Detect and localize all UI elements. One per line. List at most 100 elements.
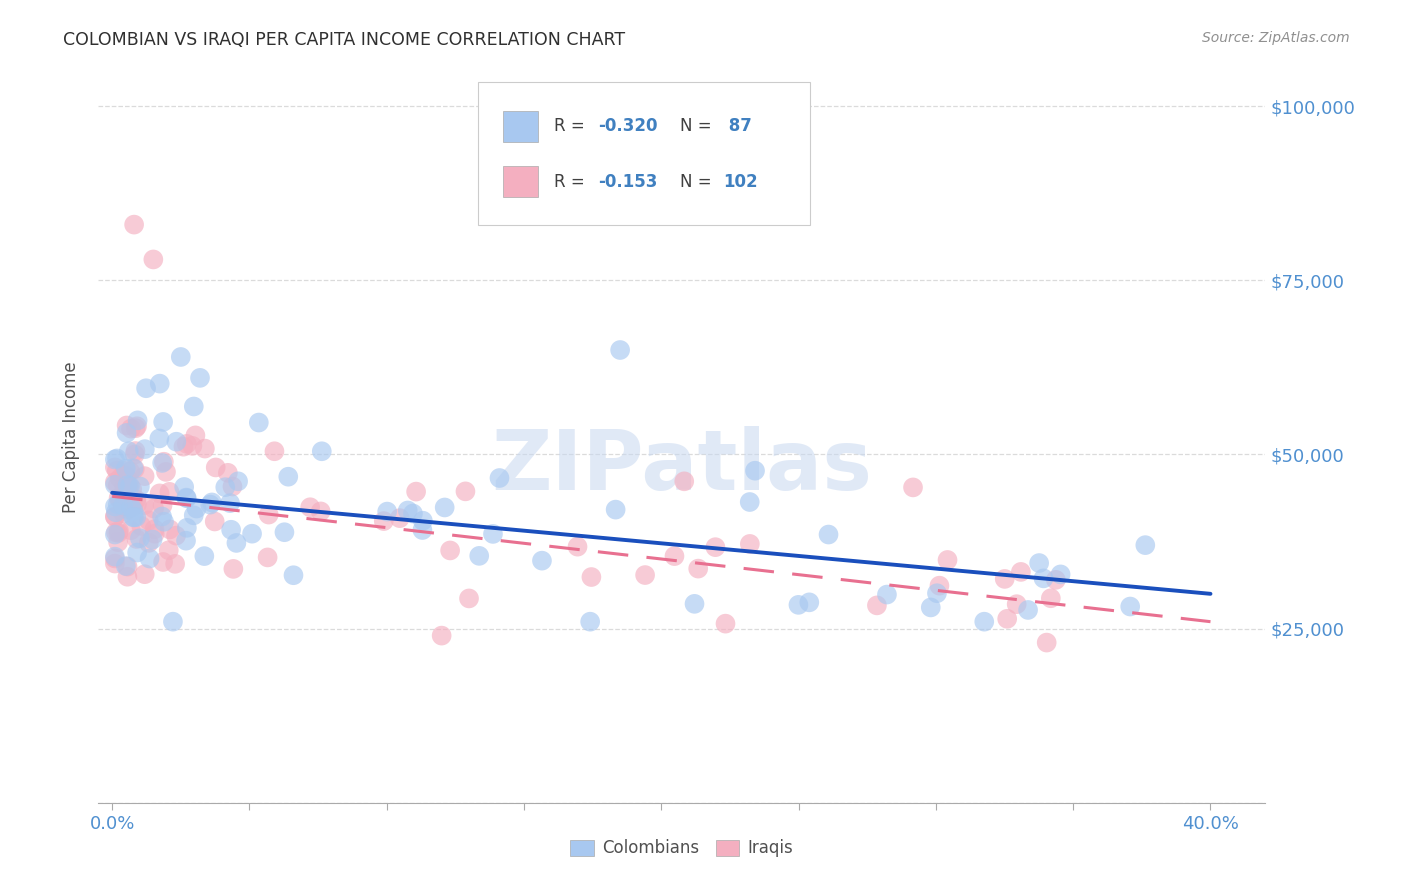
Point: [117, 478, 139, 492]
Point: [283, 568, 305, 582]
Point: [114, 499, 136, 513]
Point: [183, 508, 205, 523]
Point: [112, 500, 135, 515]
Point: [117, 480, 139, 494]
Point: [186, 501, 208, 516]
Point: [115, 469, 138, 483]
Point: [714, 616, 737, 631]
Point: [634, 568, 657, 582]
Point: [120, 500, 142, 515]
Point: [170, 350, 193, 364]
Point: [108, 493, 131, 508]
Point: [183, 400, 205, 414]
Point: [159, 523, 181, 537]
Point: [174, 491, 197, 505]
Point: [1005, 597, 1028, 611]
Point: [995, 612, 1018, 626]
Point: [605, 502, 627, 516]
Point: [121, 483, 143, 497]
Point: [143, 522, 166, 536]
Point: [411, 523, 433, 537]
Point: [117, 490, 139, 504]
Text: N =: N =: [679, 117, 717, 136]
Point: [120, 465, 142, 479]
Point: [1035, 635, 1057, 649]
Point: [107, 525, 129, 540]
Point: [240, 526, 263, 541]
Point: [738, 537, 761, 551]
Point: [530, 554, 553, 568]
Point: [257, 508, 280, 522]
Point: [468, 549, 491, 563]
Point: [125, 510, 148, 524]
Point: [222, 562, 245, 576]
Point: [488, 471, 510, 485]
Point: [107, 478, 129, 492]
Point: [204, 460, 226, 475]
Text: ZIPatlas: ZIPatlas: [492, 425, 872, 507]
Point: [142, 252, 165, 267]
Point: [104, 475, 127, 489]
Point: [129, 519, 152, 533]
Point: [108, 471, 131, 485]
Point: [104, 500, 127, 514]
Point: [127, 413, 149, 427]
Point: [104, 505, 127, 519]
Point: [149, 376, 172, 391]
Point: [1017, 603, 1039, 617]
Point: [247, 416, 270, 430]
Point: [194, 442, 217, 456]
Point: [104, 527, 127, 541]
Point: [122, 510, 145, 524]
Point: [142, 533, 165, 547]
Point: [866, 599, 889, 613]
Point: [439, 543, 461, 558]
Point: [1049, 567, 1071, 582]
Point: [115, 425, 138, 440]
Point: [104, 525, 127, 540]
Point: [373, 514, 395, 528]
Point: [138, 536, 160, 550]
Point: [936, 553, 959, 567]
Point: [1010, 565, 1032, 579]
Point: [1045, 573, 1067, 587]
Point: [581, 570, 603, 584]
FancyBboxPatch shape: [478, 82, 810, 225]
Point: [482, 527, 505, 541]
Point: [193, 549, 215, 563]
Point: [184, 428, 207, 442]
Point: [104, 551, 127, 566]
Point: [567, 540, 589, 554]
Point: [172, 440, 194, 454]
Point: [134, 498, 156, 512]
Point: [124, 444, 146, 458]
Point: [129, 531, 152, 545]
Point: [118, 479, 141, 493]
Point: [162, 615, 184, 629]
Point: [994, 572, 1017, 586]
Point: [221, 479, 243, 493]
Point: [920, 600, 942, 615]
Point: [176, 491, 198, 506]
Y-axis label: Per Capita Income: Per Capita Income: [62, 361, 80, 513]
Point: [107, 491, 129, 505]
Point: [214, 480, 236, 494]
Point: [176, 437, 198, 451]
Point: [173, 480, 195, 494]
Point: [135, 381, 157, 395]
Point: [375, 505, 398, 519]
Point: [114, 461, 136, 475]
Point: [683, 597, 706, 611]
Point: [174, 533, 197, 548]
Point: [148, 432, 170, 446]
Point: [225, 536, 247, 550]
Point: [107, 497, 129, 511]
Point: [256, 550, 278, 565]
Text: N =: N =: [679, 172, 717, 191]
Point: [124, 462, 146, 476]
Point: [204, 515, 226, 529]
Point: [973, 615, 995, 629]
Point: [122, 500, 145, 514]
Point: [738, 495, 761, 509]
Point: [1032, 571, 1054, 585]
